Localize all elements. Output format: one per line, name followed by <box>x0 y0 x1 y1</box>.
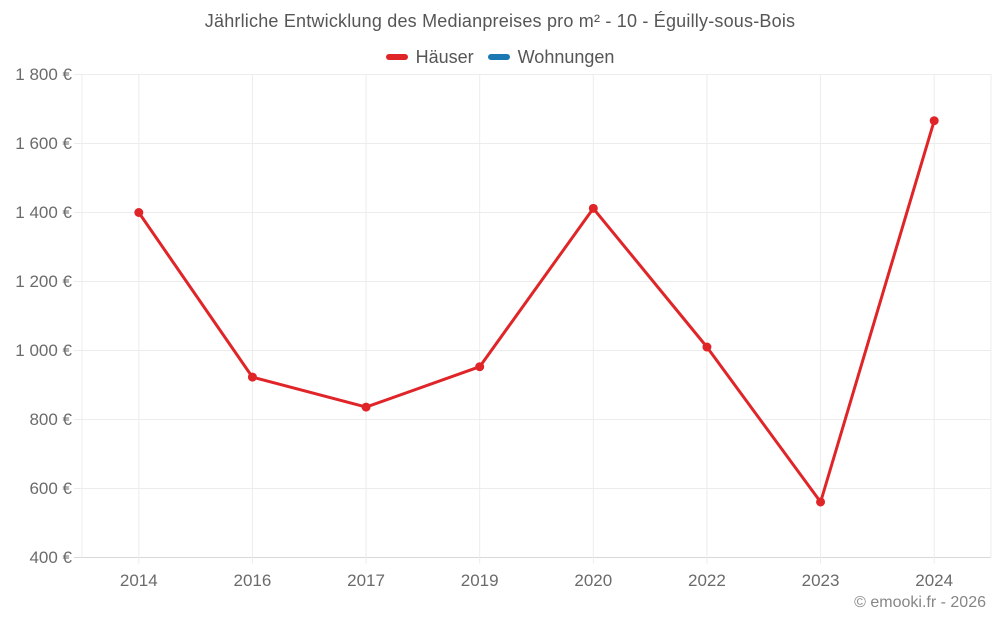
x-axis-label-2022: 2022 <box>688 570 726 590</box>
x-axis-label-2016: 2016 <box>233 570 272 590</box>
y-axis-label-1200: 1 200 € <box>15 271 72 291</box>
x-axis-label-2020: 2020 <box>574 570 613 590</box>
chart-title: Jährliche Entwicklung des Medianpreises … <box>204 11 796 31</box>
data-point-2023[interactable] <box>816 497 826 507</box>
x-axis-label-2017: 2017 <box>347 570 385 590</box>
häuser-line <box>137 119 936 504</box>
x-axis-label-2014: 2014 <box>119 570 158 590</box>
y-axis-label-1800: 1 800 € <box>15 64 72 84</box>
x-axis-label-2019: 2019 <box>460 570 499 590</box>
data-point-2019[interactable] <box>475 362 485 372</box>
wohnungen-series-swatch-icon <box>487 54 510 60</box>
y-axis-label-1400: 1 400 € <box>15 202 72 222</box>
legend-item-haeuser[interactable]: Häuser <box>385 46 474 68</box>
y-axis-label-1000: 1 000 € <box>15 340 72 360</box>
y-axis-label-1600: 1 600 € <box>15 133 72 153</box>
x-axis-label-2023: 2023 <box>801 570 840 590</box>
data-point-2017[interactable] <box>361 402 371 412</box>
haeuser-series-swatch-icon <box>385 54 408 60</box>
legend-label-haeuser: Häuser <box>415 46 474 67</box>
legend: Häuser Wohnungen <box>0 46 1000 68</box>
data-point-2022[interactable] <box>702 342 712 352</box>
copyright-text: © emooki.fr - 2026 <box>854 594 986 611</box>
y-axis-label-600: 600 € <box>29 478 72 498</box>
data-point-2016[interactable] <box>247 372 257 382</box>
legend-label-wohnungen: Wohnungen <box>517 46 615 67</box>
legend-item-wohnungen[interactable]: Wohnungen <box>487 46 615 68</box>
data-point-2014[interactable] <box>134 208 144 217</box>
y-axis-label-800: 800 € <box>29 409 72 429</box>
data-point-2020[interactable] <box>588 203 598 213</box>
x-axis-label-2024: 2024 <box>915 570 954 590</box>
data-point-2024[interactable] <box>929 116 939 126</box>
y-axis-label-400: 400 € <box>29 547 72 567</box>
